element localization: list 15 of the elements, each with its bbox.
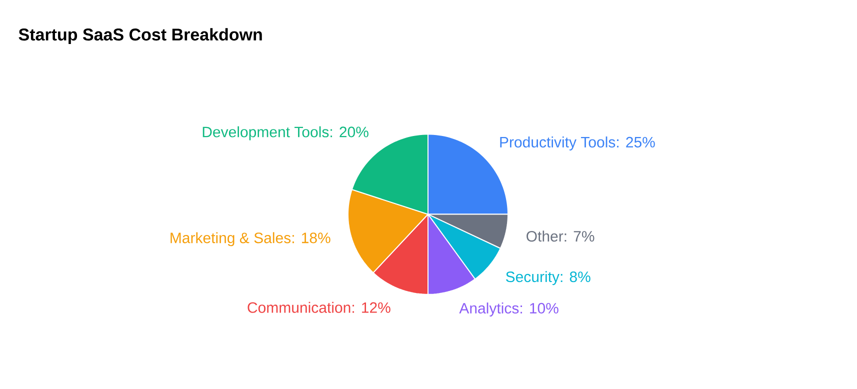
- data-label: : 8%: [560, 272, 590, 282]
- data-label: : 25%: [617, 137, 655, 148]
- data-label: : 10%: [520, 303, 558, 314]
- data-label: : 18%: [292, 232, 330, 244]
- slice-label: Analytics: [459, 302, 519, 317]
- slice-label: Marketing & Sales: [170, 232, 291, 246]
- chart-title: Startup SaaS Cost Breakdown: [18, 28, 262, 44]
- data-label: : 20%: [330, 126, 368, 138]
- slice-label: Productivity Tools: [500, 136, 616, 151]
- slice-label: Other: [526, 230, 564, 242]
- slice-label: Development Tools: [202, 126, 329, 140]
- data-label: : 12%: [352, 302, 390, 314]
- slice-label: Security: [506, 271, 560, 286]
- slice-label: Communication: [248, 302, 350, 314]
- data-label: : 7%: [564, 231, 594, 242]
